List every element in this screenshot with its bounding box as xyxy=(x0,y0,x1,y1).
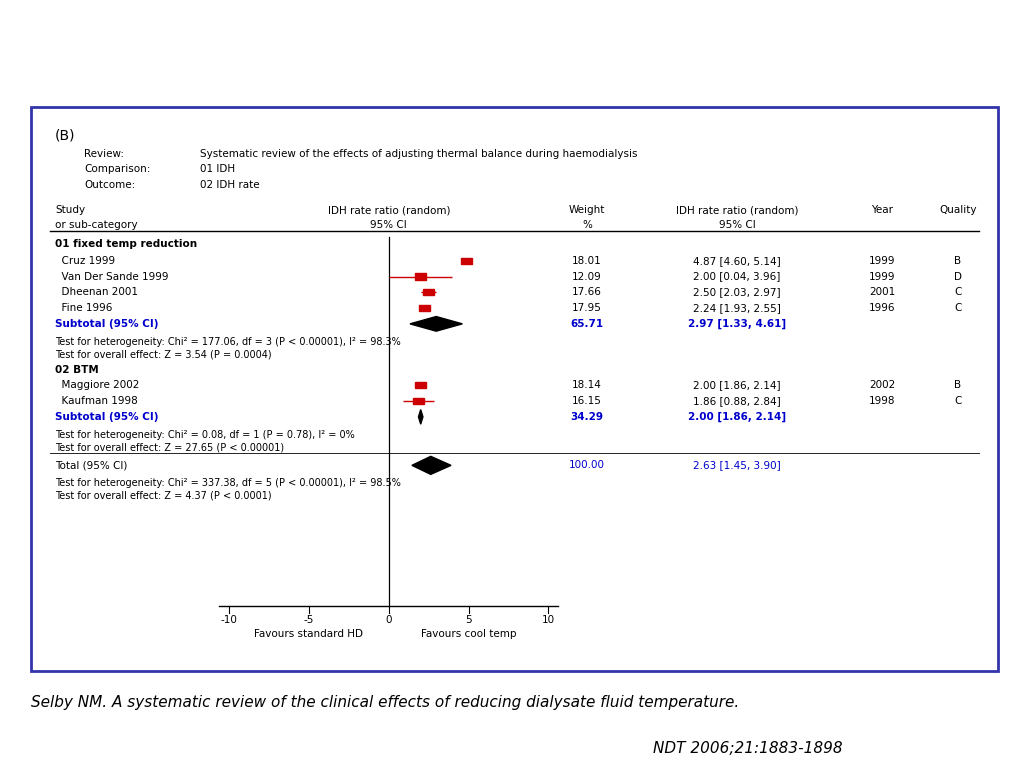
Text: Year: Year xyxy=(871,206,893,216)
Text: Study: Study xyxy=(55,206,85,216)
Text: IDH rate ratio (random): IDH rate ratio (random) xyxy=(328,206,450,216)
Text: Test for overall effect: Z = 3.54 (P = 0.0004): Test for overall effect: Z = 3.54 (P = 0… xyxy=(55,350,271,360)
Text: 10: 10 xyxy=(542,615,555,625)
Text: 01 fixed temp reduction: 01 fixed temp reduction xyxy=(55,239,197,249)
Text: Test for overall effect: Z = 4.37 (P < 0.0001): Test for overall effect: Z = 4.37 (P < 0… xyxy=(55,491,271,501)
Polygon shape xyxy=(419,410,423,424)
Text: 18.01: 18.01 xyxy=(572,255,602,265)
Text: Favours standard HD: Favours standard HD xyxy=(254,629,364,639)
Text: 4.87 [4.60, 5.14]: 4.87 [4.60, 5.14] xyxy=(693,255,781,265)
Text: 16.15: 16.15 xyxy=(572,396,602,406)
Text: Selby NM. A systematic review of the clinical effects of reducing dialysate flui: Selby NM. A systematic review of the cli… xyxy=(31,695,739,710)
Polygon shape xyxy=(412,456,451,474)
Text: Subtotal (95% CI): Subtotal (95% CI) xyxy=(55,319,159,329)
Text: Review:: Review: xyxy=(84,149,124,159)
Bar xyxy=(416,273,426,280)
Text: 2.24 [1.93, 2.55]: 2.24 [1.93, 2.55] xyxy=(693,303,781,313)
Bar xyxy=(419,305,430,311)
Text: %: % xyxy=(583,220,592,230)
Text: Subtotal (95% CI): Subtotal (95% CI) xyxy=(55,412,159,422)
Text: 1996: 1996 xyxy=(869,303,896,313)
Text: 100.00: 100.00 xyxy=(569,460,605,470)
Text: 95% CI: 95% CI xyxy=(371,220,408,230)
Text: B: B xyxy=(954,255,962,265)
Text: prevention with cool temperature: prevention with cool temperature xyxy=(260,67,764,94)
Text: 2002: 2002 xyxy=(869,380,895,390)
Text: 02 BTM: 02 BTM xyxy=(55,364,98,374)
FancyBboxPatch shape xyxy=(31,107,998,671)
Text: Van Der Sande 1999: Van Der Sande 1999 xyxy=(55,272,168,281)
Text: 1999: 1999 xyxy=(869,272,896,281)
Bar xyxy=(413,398,424,404)
Text: 18.14: 18.14 xyxy=(572,380,602,390)
Polygon shape xyxy=(410,317,463,331)
Text: D: D xyxy=(953,272,962,281)
Text: -10: -10 xyxy=(220,615,238,625)
Text: C: C xyxy=(954,303,962,313)
Text: Systematic review of the effects of adjusting thermal balance during haemodialys: Systematic review of the effects of adju… xyxy=(200,149,638,159)
Text: 1998: 1998 xyxy=(869,396,896,406)
Bar xyxy=(461,258,472,264)
Text: 2.50 [2.03, 2.97]: 2.50 [2.03, 2.97] xyxy=(693,288,781,298)
Text: 2.00 [1.86, 2.14]: 2.00 [1.86, 2.14] xyxy=(688,412,786,422)
Text: 2.00 [1.86, 2.14]: 2.00 [1.86, 2.14] xyxy=(693,380,781,390)
Text: 5: 5 xyxy=(465,615,472,625)
Text: Quality: Quality xyxy=(939,206,977,216)
Text: Maggiore 2002: Maggiore 2002 xyxy=(55,380,139,390)
Text: 2001: 2001 xyxy=(869,288,895,298)
Text: 2.97 [1.33, 4.61]: 2.97 [1.33, 4.61] xyxy=(688,319,786,329)
Text: 1.86 [0.88, 2.84]: 1.86 [0.88, 2.84] xyxy=(693,396,781,406)
Text: Favours cool temp: Favours cool temp xyxy=(421,629,516,639)
Text: Cruz 1999: Cruz 1999 xyxy=(55,255,115,265)
Text: IDH rate ratio (random): IDH rate ratio (random) xyxy=(676,206,799,216)
Text: Pooled results for intradialytic hypotension: Pooled results for intradialytic hypoten… xyxy=(187,18,837,44)
Text: (B): (B) xyxy=(55,128,76,142)
Text: -5: -5 xyxy=(304,615,314,625)
Text: 02 IDH rate: 02 IDH rate xyxy=(200,180,260,190)
Text: C: C xyxy=(954,288,962,298)
Text: Test for heterogeneity: Chi² = 0.08, df = 1 (P = 0.78), I² = 0%: Test for heterogeneity: Chi² = 0.08, df … xyxy=(55,430,354,440)
Text: C: C xyxy=(954,396,962,406)
Text: Kaufman 1998: Kaufman 1998 xyxy=(55,396,137,406)
Bar xyxy=(423,289,434,295)
Text: Test for heterogeneity: Chi² = 337.38, df = 5 (P < 0.00001), I² = 98.5%: Test for heterogeneity: Chi² = 337.38, d… xyxy=(55,479,400,489)
Text: 1999: 1999 xyxy=(869,255,896,265)
Text: 34.29: 34.29 xyxy=(570,412,603,422)
Text: Total (95% CI): Total (95% CI) xyxy=(55,460,127,470)
Text: 95% CI: 95% CI xyxy=(719,220,756,230)
Text: Outcome:: Outcome: xyxy=(84,180,135,190)
Text: Fine 1996: Fine 1996 xyxy=(55,303,113,313)
Text: Test for heterogeneity: Chi² = 177.06, df = 3 (P < 0.00001), I² = 98.3%: Test for heterogeneity: Chi² = 177.06, d… xyxy=(55,337,400,347)
Text: 0: 0 xyxy=(385,615,392,625)
Bar xyxy=(416,382,426,388)
Text: 2.63 [1.45, 3.90]: 2.63 [1.45, 3.90] xyxy=(693,460,781,470)
Text: 12.09: 12.09 xyxy=(572,272,602,281)
Text: or sub-category: or sub-category xyxy=(55,220,137,230)
Text: 2.00 [0.04, 3.96]: 2.00 [0.04, 3.96] xyxy=(693,272,781,281)
Text: Test for overall effect: Z = 27.65 (P < 0.00001): Test for overall effect: Z = 27.65 (P < … xyxy=(55,443,284,453)
Text: Comparison:: Comparison: xyxy=(84,164,151,174)
Text: 17.95: 17.95 xyxy=(572,303,602,313)
Text: 65.71: 65.71 xyxy=(570,319,604,329)
Text: B: B xyxy=(954,380,962,390)
Text: Dheenan 2001: Dheenan 2001 xyxy=(55,288,138,298)
Text: 17.66: 17.66 xyxy=(572,288,602,298)
Text: 01 IDH: 01 IDH xyxy=(200,164,236,174)
Text: Weight: Weight xyxy=(569,206,605,216)
Text: NDT 2006;21:1883-1898: NDT 2006;21:1883-1898 xyxy=(652,741,843,756)
